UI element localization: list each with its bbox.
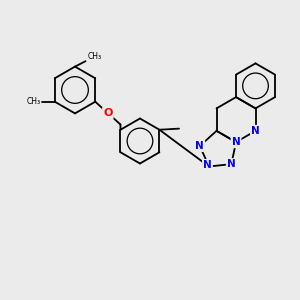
Text: N: N [203,160,212,170]
Text: O: O [103,108,112,118]
Text: N: N [251,126,260,136]
Text: CH₃: CH₃ [26,97,40,106]
Text: CH₃: CH₃ [87,52,101,61]
Text: N: N [195,141,204,151]
Text: N: N [232,137,240,147]
Text: N: N [227,159,236,169]
